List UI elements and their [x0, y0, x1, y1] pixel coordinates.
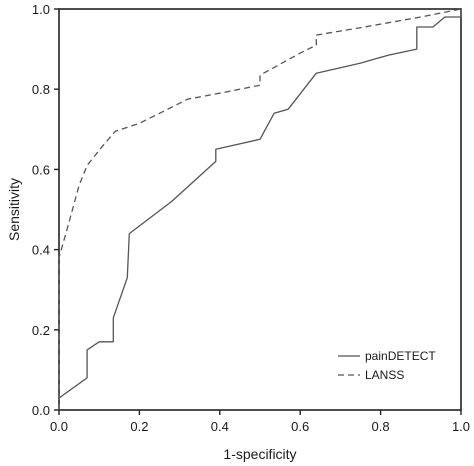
x-tick-label: 0.2 — [130, 419, 148, 434]
y-tick-label: 0.6 — [32, 162, 50, 177]
x-tick-label: 0.0 — [50, 419, 68, 434]
x-tick-label: 0.4 — [211, 419, 229, 434]
x-tick-label: 0.8 — [372, 419, 390, 434]
y-tick-label: 0.0 — [32, 403, 50, 418]
y-tick-label: 0.8 — [32, 82, 50, 97]
y-axis-label: Sensitivity — [6, 178, 22, 241]
y-tick-label: 0.4 — [32, 243, 50, 258]
plot-frame — [58, 8, 462, 411]
x-tick-label: 0.6 — [291, 419, 309, 434]
series-line-paindetect — [58, 9, 462, 399]
y-tick-label: 1.0 — [32, 2, 50, 17]
legend-label-paindetect: painDETECT — [365, 349, 436, 363]
x-tick-label: 1.0 — [452, 419, 470, 434]
x-axis-label: 1-specificity — [223, 446, 296, 462]
series-line-lanss — [58, 8, 462, 410]
y-tick-label: 0.2 — [32, 323, 50, 338]
legend-label-lanss: LANSS — [365, 368, 404, 382]
